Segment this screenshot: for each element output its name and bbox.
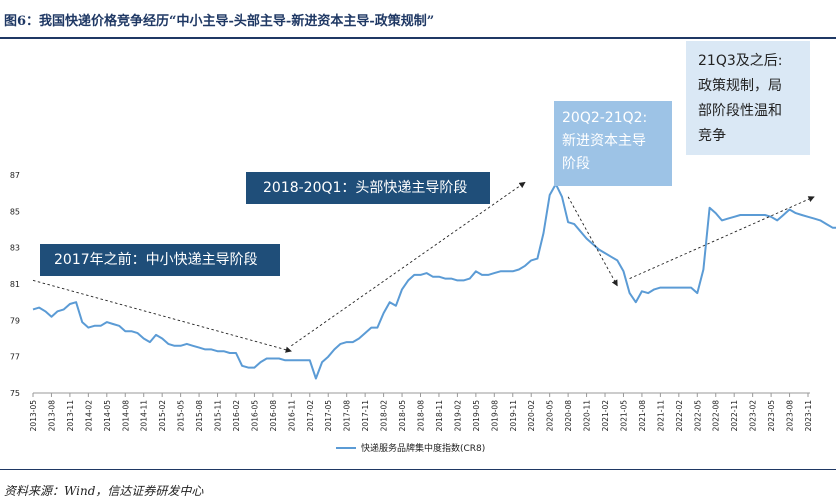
annotation-line: 部阶段性温和 [698,103,782,119]
y-tick-label: 75 [10,389,20,398]
annotation-stage-2: 2018-20Q1：头部快递主导阶段 [246,172,490,204]
annotation-line: 20Q2-21Q2: [562,110,648,126]
legend: 快递服务品牌集中度指数(CR8) [336,442,485,454]
x-axis: 2013-05 2013-08 2013-11 2014-02 2014-05 2014-… [29,392,813,432]
annotation-line: 2018-20Q1：头部快递主导阶段 [263,180,468,196]
x-tick-label: 2016-02 [232,400,241,432]
x-tick-label: 2022-08 [712,400,721,432]
x-tick-label: 2018-08 [417,400,426,432]
x-tick-label: 2019-05 [472,400,481,432]
x-tick-label: 2023-05 [767,400,776,432]
x-tick-label: 2017-08 [343,400,352,432]
x-tick-label: 2018-02 [380,400,389,432]
x-tick-label: 2018-11 [435,400,444,432]
title-divider [0,37,836,39]
x-tick-label: 2017-05 [324,400,333,432]
x-tick-label: 2019-08 [490,400,499,432]
annotation-stage-1: 2017年之前：中小快递主导阶段 [40,244,280,276]
x-tick-label: 2017-02 [306,400,315,432]
x-tick-label: 2014-02 [84,400,93,432]
series-line-cr8 [32,183,836,380]
legend-label: 快递服务品牌集中度指数(CR8) [361,442,485,454]
x-tick-label: 2020-08 [564,400,573,432]
x-tick-label: 2013-08 [47,400,56,432]
y-axis-ticks: 75 77 79 81 83 85 87 [10,171,20,398]
x-tick-label: 2021-02 [601,400,610,432]
x-tick-label: 2014-05 [103,400,112,432]
x-tick-label: 2017-11 [361,400,370,432]
y-tick-label: 79 [10,316,20,325]
x-tick-label: 2018-05 [398,400,407,432]
x-tick-label: 2020-11 [583,400,592,432]
y-tick-label: 77 [10,353,20,362]
x-tick-label: 2013-05 [29,400,38,432]
x-tick-label: 2016-08 [269,400,278,432]
annotation-stage-3: 20Q2-21Q2: 新进资本主导 阶段 [554,101,672,186]
y-tick-label: 81 [10,280,20,289]
x-tick-label: 2016-11 [287,400,296,432]
trend-arrow [291,181,526,347]
x-tick-label: 2013-11 [66,400,75,432]
x-tick-label: 2020-02 [527,400,536,432]
x-tick-label: 2023-11 [804,400,813,432]
annotation-stage-4: 21Q3及之后: 政策规制，局 部阶段性温和 竞争 [686,41,810,155]
x-tick-label: 2022-11 [730,400,739,432]
trend-arrow [32,279,292,353]
x-tick-label: 2021-11 [656,400,665,432]
x-tick-label: 2015-11 [214,400,223,432]
annotation-line: 竞争 [698,128,726,144]
figure-title: 图6：我国快递价格竞争经历“中小主导-头部主导-新进资本主导-政策规制” [4,14,435,29]
annotation-line: 21Q3及之后: [698,53,783,69]
x-tick-label: 2021-05 [619,400,628,432]
x-tick-label: 2019-02 [453,400,462,432]
x-tick-label: 2015-02 [158,400,167,432]
trend-arrow [629,196,815,279]
title-bar: 图6：我国快递价格竞争经历“中小主导-头部主导-新进资本主导-政策规制” [0,0,836,39]
x-tick-label: 2014-08 [121,400,130,432]
x-tick-label: 2021-08 [638,400,647,432]
x-tick-label: 2023-08 [786,400,795,432]
x-tick-label: 2015-05 [177,400,186,432]
x-tick-label: 2015-08 [195,400,204,432]
x-tick-label: 2020-05 [546,400,555,432]
annotation-line: 2017年之前：中小快递主导阶段 [54,252,258,268]
annotation-line: 新进资本主导 [562,133,646,149]
series-layer [32,183,836,380]
trend-arrow [567,196,618,287]
source-note: 资料来源：Wind，信达证券研发中心 [4,484,204,498]
x-tick-label: 2023-02 [749,400,758,432]
annotation-line: 阶段 [562,156,590,172]
y-tick-label: 87 [10,171,20,180]
bottom-divider [0,469,836,470]
annotation-line: 政策规制，局 [698,78,782,94]
x-tick-label: 2022-05 [693,400,702,432]
y-tick-label: 83 [10,244,20,253]
x-tick-label: 2019-11 [509,400,518,432]
x-tick-label: 2016-05 [250,400,259,432]
chart: 75 77 79 81 83 85 87 2013-05 2013-08 2013-11 2014… [10,171,836,454]
trend-arrows [32,181,815,353]
x-tick-label: 2014-11 [140,400,149,432]
y-tick-label: 85 [10,207,20,216]
x-tick-label: 2022-02 [675,400,684,432]
